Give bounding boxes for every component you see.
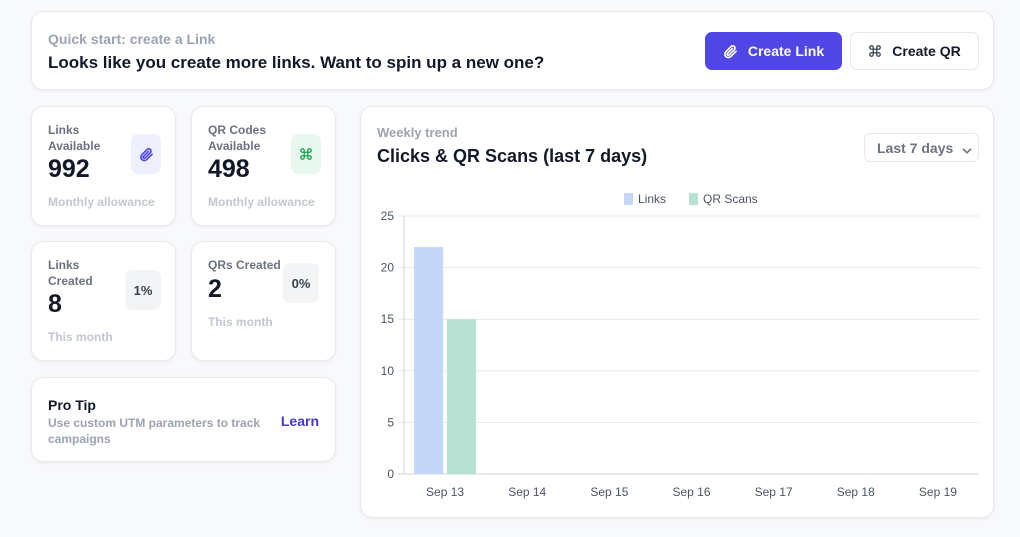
pro-tip-body: Use custom UTM parameters to track campa… [48,416,261,446]
trend-title: Clicks & QR Scans (last 7 days) [377,146,648,166]
quick-start-eyebrow: Quick start: create a Link [48,31,216,47]
create-link-label: Create Link [747,43,825,59]
qrs-created-card: QRs Created 2 This month 0% [191,241,336,361]
create-qr-label: Create QR [892,43,961,59]
stat-label: QR Codes Available [208,123,267,153]
x-tick-label: Sep 17 [755,485,793,499]
x-tick-label: Sep 19 [919,485,957,499]
qr-codes-available-card: QR Codes Available 498 Monthly allowance [191,106,336,226]
legend-swatch [689,193,698,205]
stat-sub: Monthly allowance [48,195,155,209]
bar-qr-scans [447,319,477,474]
quick-start-banner: Quick start: create a Link Looks like yo… [31,11,994,90]
qr-code-icon [291,134,321,174]
create-link-button[interactable]: Create Link [705,32,842,70]
paperclip-icon [131,134,161,174]
create-qr-button[interactable]: Create QR [850,32,979,70]
range-selected: Last 7 days [877,139,954,156]
links-created-card: Links Created 8 This month 1% [31,241,176,361]
pro-tip-title: Pro Tip [48,397,96,413]
stat-sub: Monthly allowance [208,195,315,209]
stat-label: Links Created [48,258,93,288]
stat-value: 8 [48,290,62,318]
stat-value: 498 [208,155,250,183]
x-tick-label: Sep 16 [672,485,710,499]
trend-chart: 0 5 10 15 20 25 Sep 13 Sep 14 Sep 15 Sep 16 Sep 17… [381,192,979,499]
stat-label: Links Available [48,123,101,153]
stat-label: QRs Created [208,258,281,272]
percent-badge: 1% [125,270,161,310]
y-tick-label: 20 [381,261,395,275]
y-tick-label: 15 [381,312,395,326]
percent-badge: 0% [283,263,319,303]
bar-links [414,246,444,474]
learn-link[interactable]: Learn [280,413,319,429]
stat-sub: This month [48,330,113,344]
chevron-down-icon [962,143,972,159]
stat-value: 2 [208,275,222,303]
pro-tip-card: Pro Tip Use custom UTM parameters to tra… [31,377,336,462]
stat-sub: This month [208,315,273,329]
y-tick-label: 10 [381,364,395,378]
x-tick-label: Sep 14 [508,485,546,499]
links-available-card: Links Available 992 Monthly allowance [31,106,176,226]
y-tick-label: 0 [387,467,394,481]
qr-code-icon [868,44,882,58]
x-tick-label: Sep 13 [426,485,464,499]
legend-swatch [624,193,633,205]
trend-eyebrow: Weekly trend [377,125,458,140]
weekly-trend-card: Weekly trend Clicks & QR Scans (last 7 d… [360,106,994,518]
legend-label: Links [638,192,666,206]
y-tick-label: 25 [381,209,395,223]
x-tick-label: Sep 15 [590,485,628,499]
stat-value: 992 [48,155,90,183]
quick-start-headline: Looks like you create more links. Want t… [48,53,545,72]
y-tick-label: 5 [387,415,394,429]
paperclip-icon [723,44,738,59]
x-tick-label: Sep 18 [837,485,875,499]
range-select[interactable]: Last 7 days [864,133,979,162]
legend-label: QR Scans [703,192,758,206]
